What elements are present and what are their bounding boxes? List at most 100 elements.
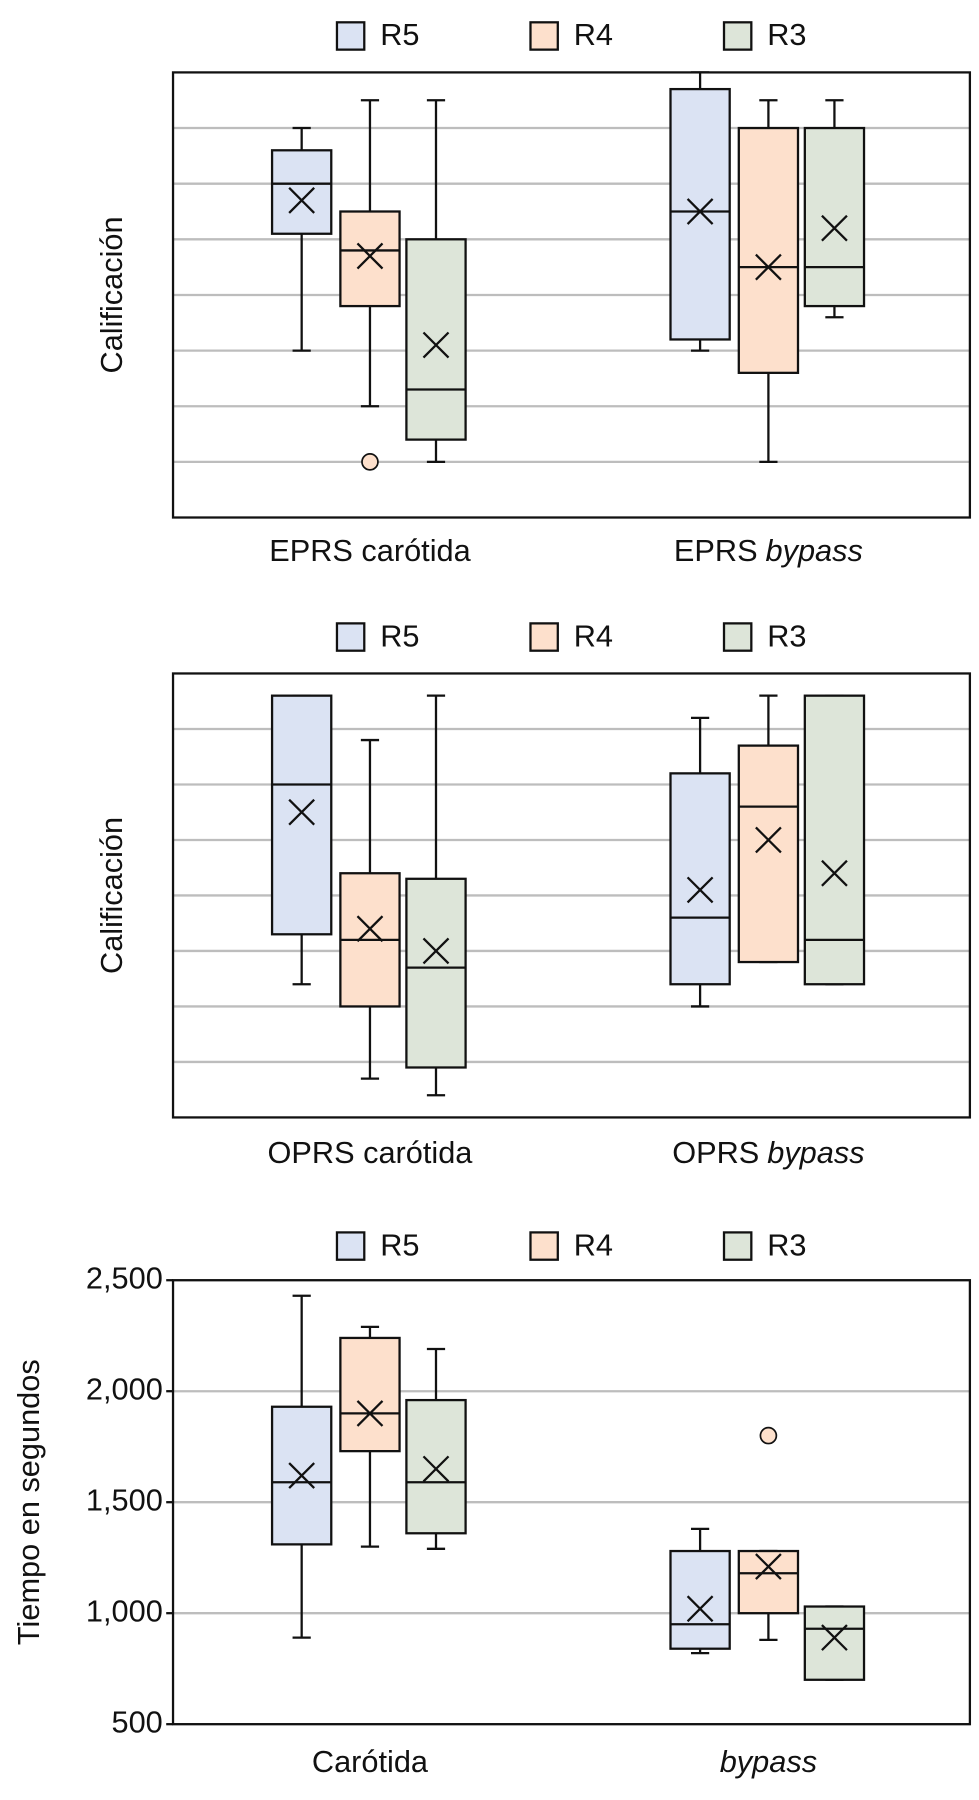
box <box>803 1605 866 1681</box>
box <box>737 744 800 964</box>
x-tick-label-part: Carótida <box>312 1744 429 1779</box>
panel: Calificación R5 R4 R3 EPRS carótida EPRS bypas… <box>94 17 972 568</box>
box <box>669 87 731 341</box>
y-axis-label: Calificación <box>94 216 129 373</box>
x-tick-label: EPRS carótida <box>269 533 471 568</box>
box <box>803 126 866 308</box>
box-group <box>270 694 333 986</box>
y-tick-label: 1,500 <box>86 1482 163 1517</box>
x-tick-label-part: EPRS carótida <box>269 533 471 568</box>
mean-marker <box>821 1624 848 1651</box>
y-tick-label: 1,000 <box>86 1593 163 1628</box>
mean-marker <box>422 937 450 965</box>
box-group <box>405 694 467 1097</box>
legend-swatch <box>335 622 366 652</box>
box-group <box>669 1527 731 1655</box>
box <box>669 1549 731 1650</box>
box <box>339 210 401 308</box>
box-group <box>737 99 800 464</box>
x-tick-label-part: bypass <box>766 533 863 568</box>
legend-label: R5 <box>380 1227 419 1262</box>
plot-frame <box>171 1279 972 1726</box>
mean-marker <box>288 798 315 826</box>
legend-swatch <box>722 622 753 652</box>
legend-swatch <box>529 622 559 652</box>
box-group <box>803 694 866 986</box>
legend-swatch <box>335 21 366 51</box>
y-tick-label: 500 <box>112 1704 163 1739</box>
x-tick-label: bypass <box>720 1744 817 1779</box>
box-group <box>405 1347 467 1550</box>
mean-marker <box>422 1455 450 1483</box>
legend-label: R4 <box>574 17 613 52</box>
legend-swatch <box>529 21 559 51</box>
legend-label: R3 <box>767 618 806 653</box>
y-tick-label: 2,000 <box>86 1371 163 1406</box>
mean-marker <box>422 331 450 359</box>
box-group <box>669 716 731 1008</box>
legend-label: R3 <box>767 1227 806 1262</box>
x-tick-label: OPRS bypass <box>672 1135 864 1170</box>
y-axis-label: Tiempo en segundos <box>11 1359 46 1645</box>
box <box>405 877 467 1069</box>
plot-frame <box>171 71 972 519</box>
outlier <box>759 1426 778 1445</box>
legend-label: R4 <box>574 1227 613 1262</box>
box <box>270 149 333 235</box>
legend-swatch <box>529 1231 559 1261</box>
box-group <box>270 1294 333 1639</box>
box <box>669 772 731 986</box>
box-group <box>669 71 731 352</box>
x-tick-label-part: OPRS carótida <box>268 1135 474 1170</box>
box-group <box>339 99 401 471</box>
mean-marker <box>821 214 848 242</box>
box-group <box>339 738 401 1080</box>
legend-label: R4 <box>574 618 613 653</box>
panel: Calificación R5 R4 R3 OPRS carótida OPRS bypas… <box>94 618 972 1170</box>
y-axis-label: Calificación <box>94 817 129 974</box>
box <box>270 694 333 936</box>
mean-marker <box>356 915 384 943</box>
box-group <box>737 694 800 964</box>
box <box>405 238 467 441</box>
legend-swatch <box>335 1231 366 1261</box>
box-group <box>737 1426 800 1641</box>
legend-label: R5 <box>380 618 419 653</box>
legend-label: R5 <box>380 17 419 52</box>
x-tick-label-part: bypass <box>720 1744 817 1779</box>
x-tick-label: OPRS carótida <box>268 1135 474 1170</box>
mean-marker <box>686 1595 714 1623</box>
mean-marker <box>686 198 714 225</box>
outlier <box>361 453 379 471</box>
legend-swatch <box>722 21 753 51</box>
mean-marker <box>755 826 782 854</box>
panel: 500 1,000 1,500 2,000 2,500 Tiempo en segundo… <box>11 1227 972 1779</box>
box-group <box>803 1605 866 1681</box>
plot-frame <box>171 672 972 1119</box>
box <box>737 1549 800 1615</box>
box-group <box>405 99 467 464</box>
box <box>737 126 800 374</box>
x-tick-label: Carótida <box>312 1744 429 1779</box>
mean-marker <box>755 1553 782 1580</box>
box-group <box>339 1325 401 1548</box>
mean-marker <box>288 187 315 214</box>
x-tick-label-part: bypass <box>767 1135 864 1170</box>
box <box>803 694 866 986</box>
mean-marker <box>356 1400 384 1427</box>
mean-marker <box>755 253 782 281</box>
x-tick-label: EPRS bypass <box>674 533 863 568</box>
x-tick-label-part: OPRS <box>672 1135 759 1170</box>
box-group <box>803 99 866 319</box>
box <box>405 1398 467 1535</box>
legend-label: R3 <box>767 17 806 52</box>
box-group <box>270 126 333 352</box>
mean-marker <box>288 1462 315 1489</box>
box <box>339 1336 401 1453</box>
mean-marker <box>821 859 848 887</box>
mean-marker <box>356 242 384 270</box>
y-tick-label: 2,500 <box>86 1260 163 1295</box>
x-tick-label-part: EPRS <box>674 533 758 568</box>
legend-swatch <box>722 1231 753 1261</box>
